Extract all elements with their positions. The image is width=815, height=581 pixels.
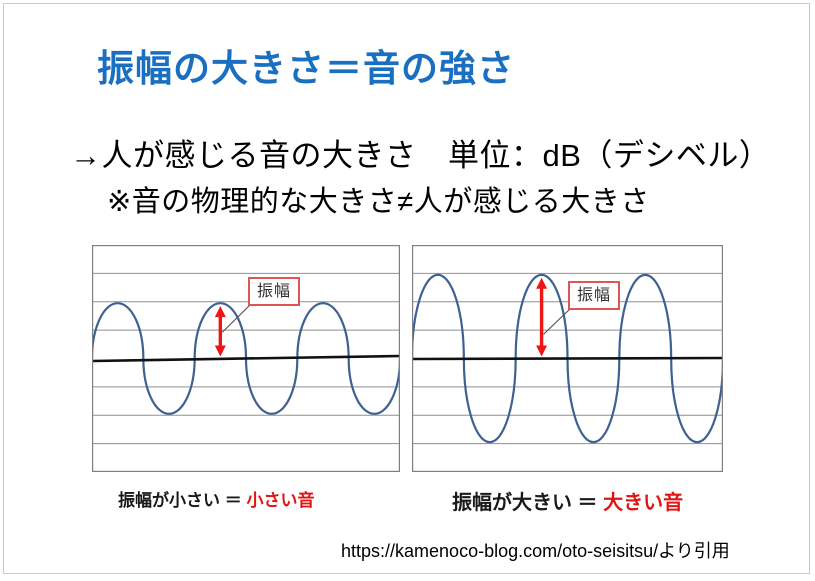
body-line-2: ※音の物理的な大きさ≠人が感じる大きさ: [107, 186, 650, 218]
wave-plot-small-amplitude: [92, 245, 400, 472]
wave-plot-large-amplitude: [412, 245, 723, 472]
amplitude-label: 振幅: [248, 277, 300, 306]
caption-large-amplitude: 振幅が大きい ＝ 大きい音: [452, 486, 683, 515]
caption-large-prefix: 振幅が大きい ＝: [452, 492, 604, 514]
wave-panel-small-amplitude: 振幅: [92, 245, 400, 472]
wave-panel-large-amplitude: 振幅: [412, 245, 723, 472]
caption-small-highlight: 小さい音: [246, 491, 315, 510]
body-line-1: →人が感じる音の大きさ 単位：dB（デシベル）: [70, 138, 771, 173]
amplitude-label: 振幅: [568, 281, 620, 310]
source-url: https://kamenoco-blog.com/oto-seisitsu/よ…: [341, 541, 730, 561]
caption-large-highlight: 大きい音: [603, 492, 684, 514]
page-title: 振幅の大きさ＝音の強さ: [97, 48, 515, 89]
caption-small-prefix: 振幅が小さい ＝: [118, 491, 247, 510]
caption-small-amplitude: 振幅が小さい ＝ 小さい音: [118, 486, 314, 511]
